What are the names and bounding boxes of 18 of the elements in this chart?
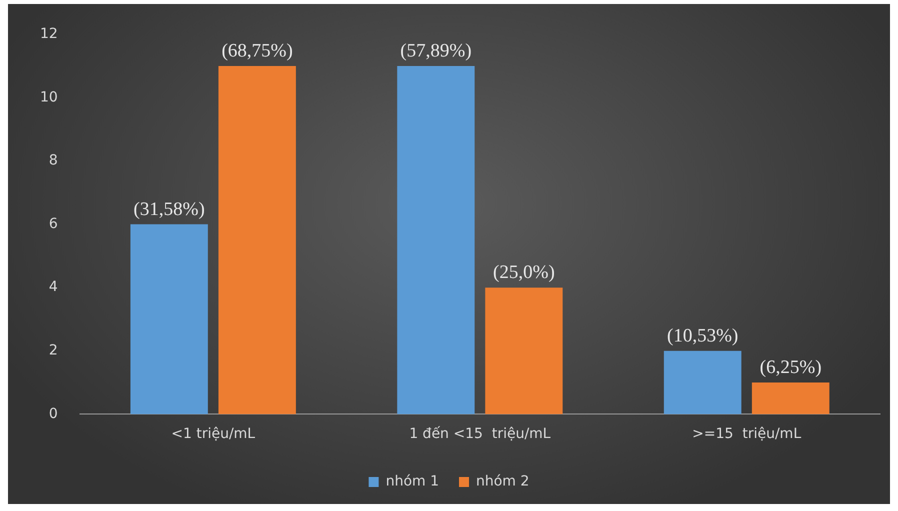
annotation: (68,75%) — [222, 40, 293, 62]
annotation: (57,89%) — [400, 40, 472, 62]
y-tick-label: 8 — [48, 152, 58, 169]
annotation: (10,53%) — [667, 325, 738, 346]
legend-label: nhóm 1 — [386, 474, 440, 490]
y-tick-label: 4 — [48, 279, 58, 296]
legend-label: nhóm 2 — [476, 474, 530, 490]
y-tick-label: 10 — [40, 89, 58, 106]
y-tick-label: 2 — [48, 342, 58, 359]
y-tick-label: 0 — [48, 406, 58, 422]
annotation: (31,58%) — [134, 198, 205, 220]
x-tick-label: 1 đến <15 triệu/mL — [409, 426, 551, 442]
x-tick-label: >=15 triệu/mL — [692, 426, 802, 442]
y-tick-label: 12 — [40, 26, 58, 42]
x-tick-label: <1 triệu/mL — [171, 426, 256, 442]
annotation: (25,0%) — [493, 262, 555, 284]
y-tick-label: 6 — [48, 216, 58, 232]
annotation: (6,25%) — [760, 357, 822, 378]
